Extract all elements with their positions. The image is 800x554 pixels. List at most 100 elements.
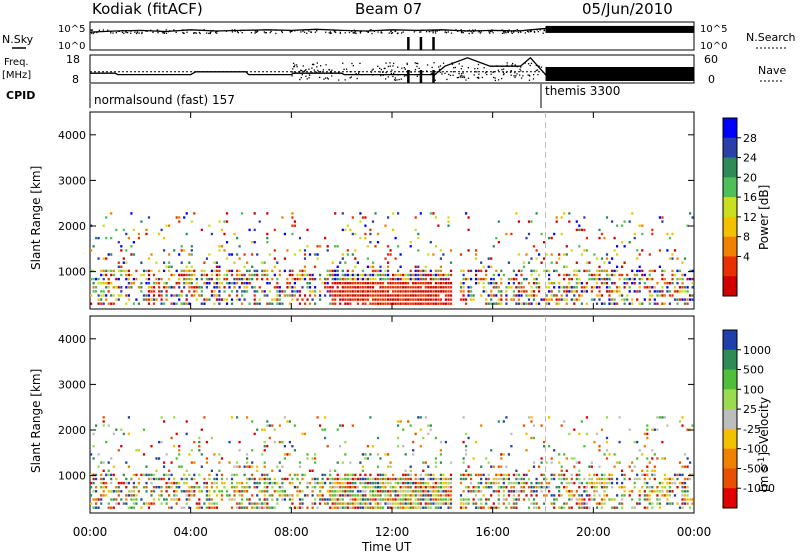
nsearch-dense-band (545, 25, 694, 33)
scatter-point (251, 494, 254, 497)
scatter-point (419, 502, 422, 505)
scatter-point (432, 473, 435, 477)
scatter-point (251, 506, 254, 509)
scatter-point (366, 506, 369, 509)
nave-point (431, 66, 433, 69)
scatter-point (580, 498, 583, 501)
nsearch-point (254, 32, 256, 34)
scatter-point (291, 502, 294, 505)
scatter-point (683, 302, 687, 305)
scatter-point (127, 432, 130, 436)
scatter-point (522, 286, 526, 289)
scatter-point (336, 461, 339, 464)
scatter-point (246, 457, 249, 460)
scatter-point (188, 273, 191, 277)
scatter-point (568, 432, 571, 436)
scatter-point (230, 473, 234, 477)
scatter-point (600, 302, 604, 305)
scatter-point (185, 302, 188, 305)
nsearch-point (360, 30, 362, 33)
scatter-point (575, 269, 578, 273)
scatter-point (424, 481, 427, 485)
scatter-point (585, 261, 588, 264)
scatter-point (681, 473, 684, 477)
scatter-point (175, 486, 178, 489)
scatter-point (532, 506, 536, 509)
scatter-point (102, 302, 105, 305)
scatter-point (475, 506, 478, 509)
scatter-point (283, 494, 286, 497)
scatter-point (477, 269, 480, 273)
scatter-point (376, 502, 380, 505)
scatter-point (656, 457, 659, 460)
scatter-point (369, 294, 372, 297)
scatter-point (137, 490, 140, 493)
scatter-point (545, 286, 548, 289)
scatter-point (397, 445, 400, 448)
scatter-point (439, 273, 442, 277)
nave-point (532, 78, 535, 80)
nave-point (497, 69, 499, 71)
scatter-point (389, 502, 392, 505)
scatter-point (203, 269, 206, 273)
scatter-point (168, 469, 171, 472)
scatter-point (663, 486, 666, 489)
scatter-point (389, 477, 392, 481)
scatter-point (548, 277, 551, 281)
scatter-point (545, 477, 548, 481)
scatter-point (580, 253, 583, 256)
scatter-point (107, 506, 110, 509)
scatter-point (616, 302, 619, 305)
scatter-point (246, 453, 249, 456)
nave-point (451, 62, 453, 64)
scatter-point (462, 294, 465, 297)
scatter-point (626, 277, 629, 281)
scatter-point (112, 490, 115, 493)
beam-title: Beam 07 (355, 0, 422, 18)
scatter-point (530, 290, 533, 293)
time-axis: 00:00 04:00 08:00 12:00 16:00 20:00 00:00 (73, 525, 712, 539)
scatter-point (429, 298, 432, 301)
nsearch-point (366, 30, 368, 32)
nave-point (442, 62, 445, 64)
scatter-point (115, 277, 118, 281)
scatter-point (344, 298, 347, 301)
colorbar-swatch (723, 256, 737, 277)
scatter-point (462, 298, 465, 301)
scatter-point (444, 302, 447, 305)
scatter-point (387, 302, 390, 305)
scatter-point (248, 477, 251, 481)
scatter-point (349, 298, 352, 301)
scatter-point (165, 282, 168, 285)
scatter-point (266, 490, 269, 493)
scatter-point (387, 502, 390, 505)
scatter-point (568, 490, 571, 493)
scatter-point (517, 290, 520, 293)
nsearch-point (241, 32, 243, 34)
scatter-point (538, 486, 541, 489)
scatter-point (193, 461, 196, 464)
scatter-point (409, 277, 412, 281)
scatter-point (628, 302, 631, 305)
scatter-point (668, 477, 671, 481)
nsearch-point (491, 29, 493, 31)
scatter-point (137, 302, 140, 305)
scatter-point (256, 502, 259, 505)
scatter-point (397, 436, 400, 440)
scatter-point (127, 269, 130, 273)
scatter-point (532, 298, 536, 301)
scatter-point (585, 236, 588, 240)
colorbar-swatch (723, 349, 737, 371)
scatter-point (628, 290, 631, 293)
nsearch-point (225, 30, 228, 32)
scatter-point (354, 265, 357, 268)
scatter-point (147, 477, 151, 481)
nsearch-point (257, 30, 259, 33)
scatter-point (600, 506, 604, 509)
nsearch-point (169, 30, 171, 32)
scatter-point (142, 473, 146, 477)
nave-point (292, 68, 294, 70)
scatter-point (563, 502, 566, 505)
scatter-point (225, 490, 229, 493)
nsearch-point (520, 31, 522, 33)
